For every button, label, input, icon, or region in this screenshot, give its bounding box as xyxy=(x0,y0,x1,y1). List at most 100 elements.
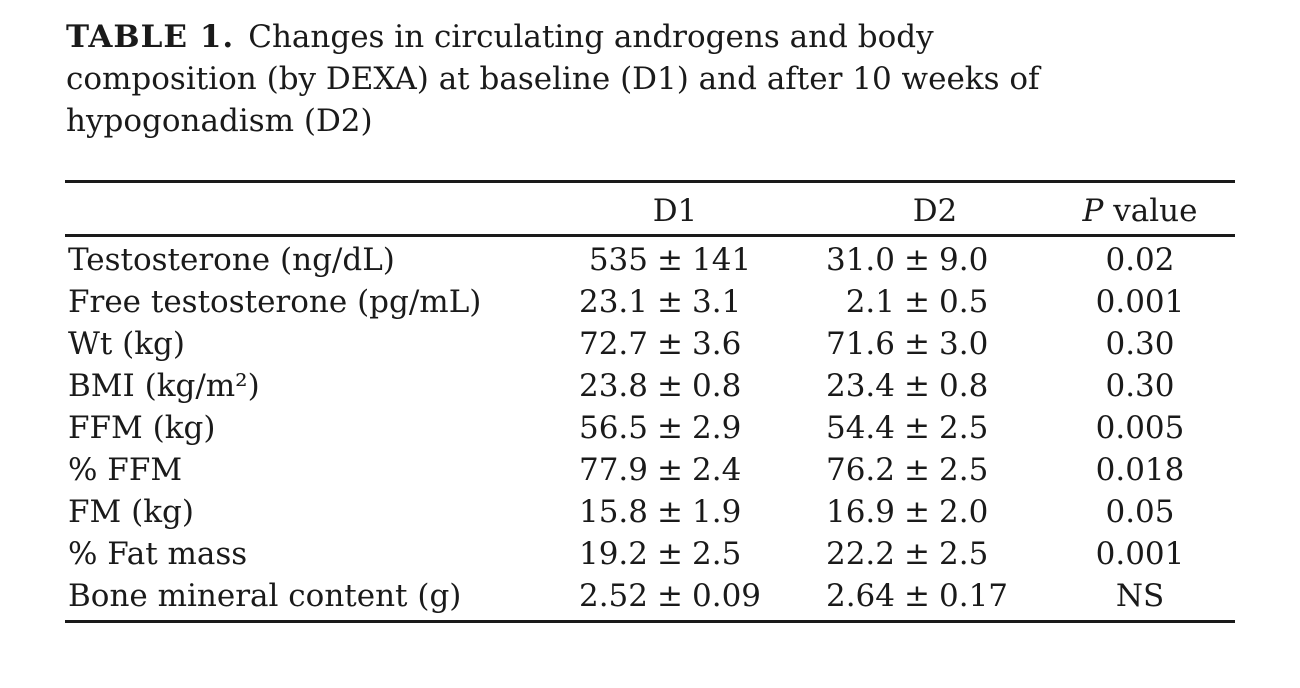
d2-mean: 16.9 xyxy=(825,494,895,530)
plus-minus-symbol: ± xyxy=(657,452,683,488)
d1-sd: 2.4 xyxy=(692,452,742,488)
d1-value: 2.52 ±0.09 xyxy=(540,575,810,617)
row-label: Wt (kg) xyxy=(68,326,185,362)
d1-sd: 0.09 xyxy=(692,578,762,614)
d1-mean: 19.2 xyxy=(578,536,648,572)
pvalue-header-italic-p: P xyxy=(1082,192,1104,229)
plus-minus-symbol: ± xyxy=(904,578,930,614)
d1-value: 23.8 ±0.8 xyxy=(540,365,810,407)
table-row: Bone mineral content (g) 2.52 ±0.09 2.64 ±0.… xyxy=(65,575,1235,617)
d2-sd: 2.5 xyxy=(939,452,989,488)
d1-mean: 23.8 xyxy=(578,368,648,404)
table-row: Testosterone (ng/dL) 535 ±141 31.0 ±9.0 0.02 xyxy=(65,239,1235,281)
d1-sd: 2.9 xyxy=(692,410,742,446)
d1-mean: 77.9 xyxy=(578,452,648,488)
p-value: 0.001 xyxy=(1095,536,1185,572)
row-label: Testosterone (ng/dL) xyxy=(68,242,395,278)
plus-minus-symbol: ± xyxy=(904,410,930,446)
d1-value: 72.7 ±3.6 xyxy=(540,323,810,365)
d2-sd: 0.8 xyxy=(939,368,989,404)
plus-minus-symbol: ± xyxy=(657,536,683,572)
d2-sd: 2.0 xyxy=(939,494,989,530)
row-label: Free testosterone (pg/mL) xyxy=(68,284,482,320)
table-caption-text: Changes in circulating androgens and bod… xyxy=(248,19,934,55)
table-row: Wt (kg) 72.7 ±3.6 71.6 ±3.0 0.30 xyxy=(65,323,1235,365)
d1-sd: 3.1 xyxy=(692,284,742,320)
d2-mean: 23.4 xyxy=(825,368,895,404)
d2-value: 2.1 ±0.5 xyxy=(810,281,1060,323)
row-label: FFM (kg) xyxy=(68,410,216,446)
p-value: 0.30 xyxy=(1105,368,1175,404)
plus-minus-symbol: ± xyxy=(904,326,930,362)
table-row: % FFM 77.9 ±2.4 76.2 ±2.5 0.018 xyxy=(65,449,1235,491)
table-body: Testosterone (ng/dL) 535 ±141 31.0 ±9.0 0.02 F… xyxy=(65,237,1235,620)
table-caption-line-1: TABLE 1. Changes in circulating androgens… xyxy=(66,16,1039,58)
table-header-row: D1 D2 P value xyxy=(65,183,1235,237)
plus-minus-symbol: ± xyxy=(904,368,930,404)
plus-minus-symbol: ± xyxy=(904,452,930,488)
d1-value: 23.1 ±3.1 xyxy=(540,281,810,323)
p-value: 0.005 xyxy=(1095,410,1185,446)
d1-mean: 15.8 xyxy=(578,494,648,530)
plus-minus-symbol: ± xyxy=(657,326,683,362)
d2-sd: 3.0 xyxy=(939,326,989,362)
d2-value: 31.0 ±9.0 xyxy=(810,239,1060,281)
row-label: FM (kg) xyxy=(68,494,194,530)
p-value: NS xyxy=(1115,578,1165,614)
p-value: 0.30 xyxy=(1105,326,1175,362)
plus-minus-symbol: ± xyxy=(904,242,930,278)
d2-value: 16.9 ±2.0 xyxy=(810,491,1060,533)
d1-value: 15.8 ±1.9 xyxy=(540,491,810,533)
d1-value: 56.5 ±2.9 xyxy=(540,407,810,449)
d1-mean: 72.7 xyxy=(578,326,648,362)
d2-mean: 22.2 xyxy=(825,536,895,572)
d1-sd: 3.6 xyxy=(692,326,742,362)
d2-sd: 2.5 xyxy=(939,410,989,446)
d2-value: 22.2 ±2.5 xyxy=(810,533,1060,575)
plus-minus-symbol: ± xyxy=(657,284,683,320)
d2-sd: 0.17 xyxy=(939,578,1009,614)
d2-mean: 2.1 xyxy=(845,284,895,320)
table-row: BMI (kg/m²) 23.8 ±0.8 23.4 ±0.8 0.30 xyxy=(65,365,1235,407)
table-row: Free testosterone (pg/mL) 23.1 ±3.1 2.1 ±0.5… xyxy=(65,281,1235,323)
table-caption-line-3: hypogonadism (D2) xyxy=(66,103,373,139)
d1-value: 535 ±141 xyxy=(540,239,810,281)
d2-value: 54.4 ±2.5 xyxy=(810,407,1060,449)
d2-value: 71.6 ±3.0 xyxy=(810,323,1060,365)
p-value: 0.001 xyxy=(1095,284,1185,320)
d1-sd: 141 xyxy=(692,242,752,278)
plus-minus-symbol: ± xyxy=(904,284,930,320)
plus-minus-symbol: ± xyxy=(657,368,683,404)
p-value: 0.02 xyxy=(1105,242,1175,278)
d2-sd: 0.5 xyxy=(939,284,989,320)
table-caption-label: TABLE 1. xyxy=(66,19,235,55)
row-label: % FFM xyxy=(68,452,183,488)
d2-mean: 76.2 xyxy=(825,452,895,488)
column-header-d1: D1 xyxy=(652,192,698,229)
table-row: % Fat mass 19.2 ±2.5 22.2 ±2.5 0.001 xyxy=(65,533,1235,575)
plus-minus-symbol: ± xyxy=(904,494,930,530)
plus-minus-symbol: ± xyxy=(657,410,683,446)
d1-mean: 2.52 xyxy=(578,578,648,614)
d1-mean: 56.5 xyxy=(578,410,648,446)
d1-mean: 23.1 xyxy=(578,284,648,320)
d2-mean: 2.64 xyxy=(825,578,895,614)
d1-value: 19.2 ±2.5 xyxy=(540,533,810,575)
column-header-d2: D2 xyxy=(912,192,958,229)
column-header-pvalue: P value xyxy=(1060,193,1220,229)
d2-mean: 54.4 xyxy=(825,410,895,446)
d2-value: 23.4 ±0.8 xyxy=(810,365,1060,407)
d2-value: 76.2 ±2.5 xyxy=(810,449,1060,491)
p-value: 0.05 xyxy=(1105,494,1175,530)
table-row: FM (kg) 15.8 ±1.9 16.9 ±2.0 0.05 xyxy=(65,491,1235,533)
d1-sd: 0.8 xyxy=(692,368,742,404)
d2-sd: 9.0 xyxy=(939,242,989,278)
d1-value: 77.9 ±2.4 xyxy=(540,449,810,491)
d2-mean: 71.6 xyxy=(825,326,895,362)
table-caption-line-2: composition (by DEXA) at baseline (D1) a… xyxy=(66,61,1040,97)
plus-minus-symbol: ± xyxy=(657,494,683,530)
row-label: % Fat mass xyxy=(68,536,248,572)
p-value: 0.018 xyxy=(1095,452,1185,488)
table-caption: TABLE 1. Changes in circulating androgens… xyxy=(66,16,1039,142)
plus-minus-symbol: ± xyxy=(904,536,930,572)
